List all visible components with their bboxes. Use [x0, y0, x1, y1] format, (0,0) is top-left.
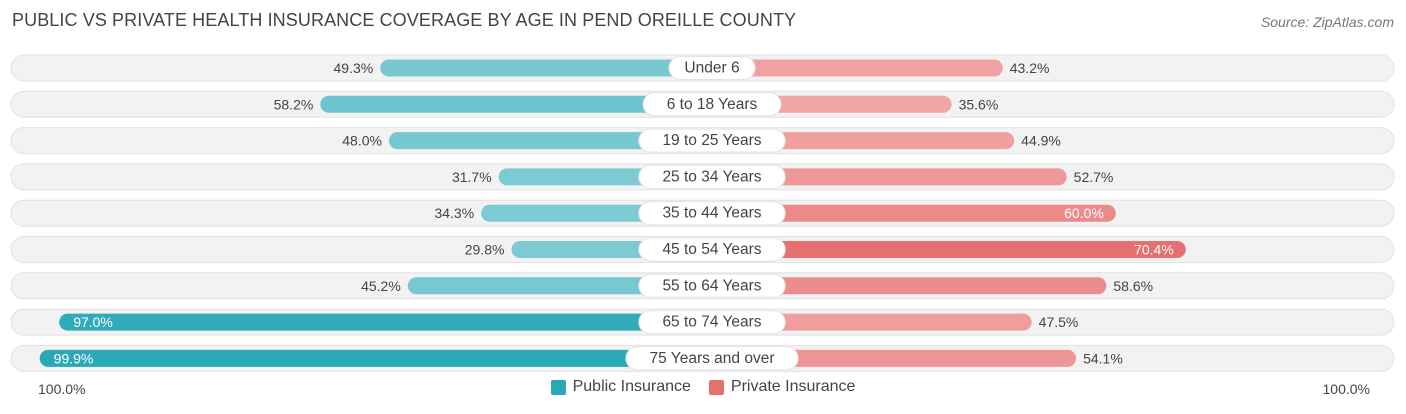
- category-label-pill: [638, 128, 786, 153]
- private-bar: [712, 349, 1077, 367]
- public-value-label: 31.7%: [452, 169, 492, 185]
- category-label-pill: [638, 273, 786, 298]
- legend-item-public[interactable]: Public Insurance: [550, 378, 691, 396]
- public-value-label: 49.3%: [334, 60, 374, 76]
- legend-label-private: Private Insurance: [730, 378, 856, 395]
- private-value-label: 52.7%: [1074, 169, 1114, 185]
- legend: Public Insurance Private Insurance: [0, 378, 1406, 396]
- legend-swatch-public: [550, 379, 566, 395]
- public-value-label: 45.2%: [361, 278, 401, 294]
- category-label-pill: [638, 201, 786, 226]
- legend-swatch-private: [708, 379, 724, 395]
- category-label: Under 6: [684, 60, 739, 77]
- public-bar: [388, 132, 712, 150]
- private-value-label: 60.0%: [1064, 205, 1104, 221]
- private-value-label: 44.9%: [1021, 133, 1061, 149]
- private-value-label: 35.6%: [959, 96, 999, 112]
- private-bar: [712, 277, 1107, 295]
- category-label-pill: [642, 92, 782, 117]
- category-label-pill: [638, 164, 786, 189]
- public-value-label: 99.9%: [54, 350, 94, 366]
- legend-label-public: Public Insurance: [572, 378, 691, 395]
- private-bar: [712, 168, 1067, 186]
- axis-right-label: 100.0%: [1322, 381, 1370, 397]
- category-label: 55 to 64 Years: [662, 277, 761, 294]
- public-bar: [39, 349, 713, 367]
- public-value-label: 48.0%: [342, 133, 382, 149]
- private-value-label: 43.2%: [1010, 60, 1050, 76]
- axis-left-label: 100.0%: [38, 381, 86, 397]
- category-label: 45 to 54 Years: [662, 241, 761, 258]
- private-value-label: 47.5%: [1039, 314, 1079, 330]
- public-bar: [380, 59, 712, 77]
- legend-item-private[interactable]: Private Insurance: [708, 378, 856, 396]
- public-value-label: 29.8%: [465, 242, 505, 258]
- private-value-label: 70.4%: [1134, 242, 1174, 258]
- private-bar: [712, 241, 1186, 258]
- private-bar: [712, 132, 1015, 150]
- private-bar: [712, 59, 1003, 77]
- private-bar: [712, 204, 1116, 222]
- private-bar: [712, 313, 1032, 331]
- private-value-label: 58.6%: [1113, 278, 1153, 294]
- category-label-pill: [638, 237, 786, 262]
- category-label: 75 Years and over: [650, 350, 775, 367]
- public-bar: [59, 313, 712, 331]
- public-bar: [320, 95, 712, 113]
- category-label-pill: [625, 346, 799, 371]
- source-note: Source: ZipAtlas.com: [1260, 14, 1394, 30]
- private-value-label: 54.1%: [1083, 350, 1123, 366]
- category-label: 19 to 25 Years: [662, 132, 761, 149]
- category-label-pill: [638, 310, 786, 335]
- public-value-label: 58.2%: [274, 96, 314, 112]
- chart-title: PUBLIC VS PRIVATE HEALTH INSURANCE COVER…: [12, 10, 797, 30]
- category-label-pill: [668, 56, 756, 80]
- public-value-label: 97.0%: [73, 314, 113, 330]
- public-bar: [407, 277, 712, 295]
- public-value-label: 34.3%: [434, 205, 474, 221]
- category-label: 25 to 34 Years: [662, 168, 761, 185]
- category-label: 6 to 18 Years: [667, 96, 758, 113]
- category-label: 65 to 74 Years: [662, 314, 761, 331]
- category-label: 35 to 44 Years: [662, 205, 761, 222]
